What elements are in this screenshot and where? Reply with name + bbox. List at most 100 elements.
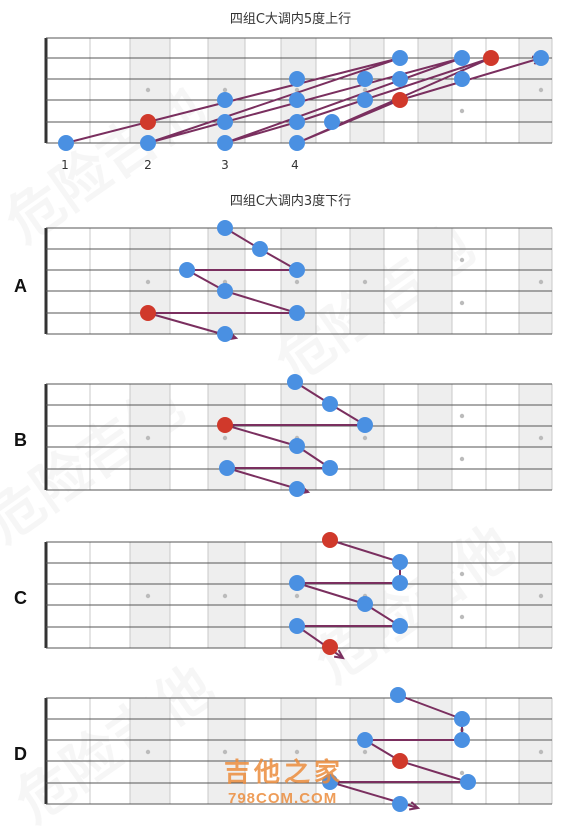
fret-shade: [519, 542, 552, 648]
position-marker: [145, 593, 151, 599]
note-path-arrow: [65, 57, 542, 144]
position-marker: [459, 108, 465, 114]
scale-note-dot: [217, 326, 233, 342]
fret-shade: [418, 698, 452, 804]
scale-note-dot: [217, 220, 233, 236]
diagram-label-b: B: [14, 430, 27, 450]
fretboard-grid: [44, 541, 553, 649]
fret-number-2: 2: [144, 158, 152, 172]
scale-note-dot: [289, 114, 305, 130]
position-marker: [294, 279, 300, 285]
fret-number-1: 1: [61, 158, 69, 172]
position-marker: [145, 279, 151, 285]
scale-note-dot: [289, 135, 305, 151]
scale-note-dot: [289, 481, 305, 497]
scale-note-dot: [322, 396, 338, 412]
fret-shade: [350, 384, 384, 490]
position-marker: [362, 749, 368, 755]
scale-note-dot: [460, 774, 476, 790]
scale-note-dot: [289, 305, 305, 321]
root-note-dot: [140, 114, 156, 130]
root-note-dot: [483, 50, 499, 66]
position-marker: [222, 749, 228, 755]
scale-note-dot: [140, 135, 156, 151]
scale-note-dot: [287, 374, 303, 390]
fret-number-3: 3: [221, 158, 229, 172]
scale-note-dot: [454, 711, 470, 727]
diagram-label-c: C: [14, 588, 27, 608]
diagram-label-d: D: [14, 744, 27, 764]
scale-note-dot: [289, 92, 305, 108]
scale-note-dot: [392, 50, 408, 66]
position-marker: [538, 279, 544, 285]
position-marker: [459, 413, 465, 419]
fret-shade: [130, 384, 170, 490]
scale-note-dot: [392, 618, 408, 634]
scale-note-dot: [454, 71, 470, 87]
position-marker: [294, 593, 300, 599]
fret-shade: [519, 228, 552, 334]
position-marker: [294, 749, 300, 755]
fret-shade: [418, 228, 452, 334]
scale-note-dot: [252, 241, 268, 257]
position-marker: [145, 749, 151, 755]
fret-shade: [350, 228, 384, 334]
fretboard-b: [44, 374, 553, 497]
scale-note-dot: [392, 796, 408, 812]
position-marker: [459, 300, 465, 306]
position-marker: [222, 593, 228, 599]
root-note-dot: [140, 305, 156, 321]
scale-note-dot: [289, 262, 305, 278]
scale-note-dot: [357, 417, 373, 433]
scale-note-dot: [217, 283, 233, 299]
scale-note-dot: [357, 732, 373, 748]
position-marker: [538, 749, 544, 755]
scale-note-dot: [217, 135, 233, 151]
root-note-dot: [322, 532, 338, 548]
position-marker: [294, 87, 300, 93]
scale-note-dot: [322, 460, 338, 476]
fret-number-4: 4: [291, 158, 299, 172]
scale-note-dot: [357, 92, 373, 108]
position-marker: [145, 435, 151, 441]
logo-english: 798COM.COM: [228, 790, 338, 807]
root-note-dot: [217, 417, 233, 433]
fret-shade: [130, 698, 170, 804]
root-note-dot: [322, 639, 338, 655]
position-marker: [538, 87, 544, 93]
diagram-label-a: A: [14, 276, 27, 296]
position-marker: [459, 770, 465, 776]
position-marker: [145, 87, 151, 93]
scale-note-dot: [357, 71, 373, 87]
scale-note-dot: [289, 438, 305, 454]
scale-note-dot: [324, 114, 340, 130]
scale-note-dot: [217, 92, 233, 108]
scale-note-dot: [392, 71, 408, 87]
logo-chinese: 吉他之家: [224, 758, 345, 788]
scale-note-dot: [392, 554, 408, 570]
arrow-head: [408, 801, 421, 811]
fretboard-a: [44, 220, 553, 342]
arrow-head: [333, 649, 345, 660]
position-marker: [459, 257, 465, 263]
scale-note-dot: [219, 460, 235, 476]
scale-note-dot: [217, 114, 233, 130]
root-note-dot: [392, 753, 408, 769]
fret-shade: [350, 698, 384, 804]
position-marker: [459, 614, 465, 620]
position-marker: [362, 279, 368, 285]
fret-shade: [519, 698, 552, 804]
fret-shade: [519, 384, 552, 490]
position-marker: [538, 593, 544, 599]
position-marker: [362, 435, 368, 441]
bottom-section-title: 四组C大调内3度下行: [229, 194, 352, 209]
scale-note-dot: [392, 575, 408, 591]
fretboard-top: [44, 37, 553, 151]
scale-note-dot: [179, 262, 195, 278]
scale-note-dot: [454, 732, 470, 748]
scale-note-dot: [322, 774, 338, 790]
position-marker: [459, 571, 465, 577]
position-marker: [222, 87, 228, 93]
fretboard-grid: [44, 383, 553, 491]
position-marker: [362, 87, 368, 93]
